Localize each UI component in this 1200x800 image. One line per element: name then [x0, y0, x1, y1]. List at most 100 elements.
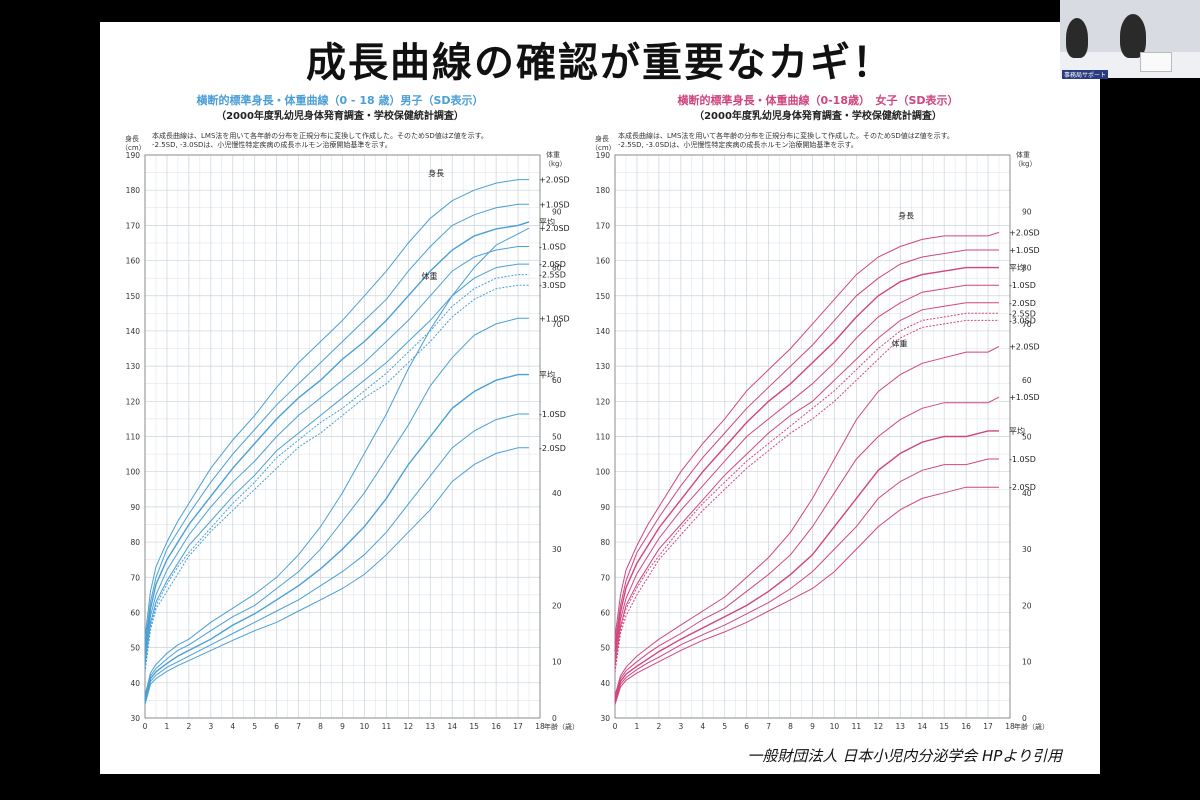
boys-height-tick: 70 [130, 573, 140, 582]
boys-height-tick: 100 [126, 468, 141, 477]
girls-x-tick: 17 [983, 722, 993, 731]
boys-height-line [144, 284, 529, 673]
girls-weight-axis-label: 体重 [1016, 150, 1030, 159]
boys-height-axis-unit: （cm） [121, 144, 146, 152]
boys-height-tick: 180 [126, 186, 141, 195]
girls-x-tick: 14 [917, 722, 927, 731]
boys-height-tick: 130 [126, 362, 141, 371]
girls-weight-tick: 0 [1022, 714, 1027, 723]
girls-height-tick: 190 [596, 151, 611, 160]
girls-weight-series-label: +1.0SD [1009, 393, 1040, 402]
boys-height-line [144, 221, 530, 652]
boys-weight-tick: 50 [552, 433, 562, 442]
girls-height-tick: 160 [596, 257, 611, 266]
boys-height-tick: 60 [130, 608, 140, 617]
boys-weight-curve-label: 体重 [422, 271, 438, 281]
video-inset: 事務局サポート [1060, 0, 1200, 79]
girls-weight-series-label: -1.0SD [1009, 455, 1036, 464]
girls-x-tick: 2 [656, 722, 661, 731]
girls-weight-tick: 60 [1022, 376, 1032, 385]
slide-title: 成長曲線の確認が重要なカギ！ [306, 40, 894, 86]
boys-plot-frame [144, 154, 541, 719]
boys-weight-tick: 40 [552, 489, 562, 498]
boys-weight-tick: 0 [552, 714, 557, 723]
girls-weight-tick: 50 [1022, 433, 1032, 442]
video-caption: 事務局サポート [1062, 70, 1109, 79]
citation: 一般財団法人 日本小児内分泌学会 HPより引用 [747, 747, 1062, 765]
boys-weight-tick: 10 [552, 658, 562, 667]
boys-height-axis-label: 身長 [125, 134, 139, 143]
boys-height-series-label: -1.0SD [539, 242, 566, 251]
girls-x-tick: 11 [852, 722, 862, 731]
girls-height-tick: 80 [600, 538, 610, 547]
boys-x-tick: 9 [340, 722, 345, 731]
girls-x-tick: 5 [722, 722, 727, 731]
girls-height-line [614, 319, 999, 673]
boys-height-tick: 170 [126, 221, 141, 230]
boys-height-line [144, 274, 529, 669]
girls-x-tick: 13 [896, 722, 906, 731]
boys-weight-line [144, 447, 529, 705]
girls-height-tick: 70 [600, 573, 610, 582]
girls-plot-frame [614, 154, 1011, 719]
boys-weight-line [144, 227, 530, 696]
girls-height-tick: 60 [600, 608, 610, 617]
boys-x-tick: 12 [404, 722, 414, 731]
girls-weight-tick: 90 [1022, 207, 1032, 216]
boys-x-tick: 10 [360, 722, 370, 731]
boys-weight-line [144, 413, 529, 703]
boys-weight-line [144, 373, 529, 702]
boys-height-tick: 140 [126, 327, 141, 336]
girls-height-tick: 100 [596, 468, 611, 477]
girls-x-tick: 9 [810, 722, 815, 731]
girls-height-tick: 50 [600, 644, 610, 653]
girls-weight-series-label: -2.0SD [1009, 483, 1036, 492]
boys-chart-subtitle: （2000年度乳幼児身体発育調査・学校保健統計調査） [216, 111, 464, 122]
girls-weight-tick: 70 [1022, 320, 1032, 329]
boys-x-tick: 14 [447, 722, 457, 731]
boys-height-series-label: 平均 [539, 217, 555, 227]
girls-height-series-label: -2.0SD [1009, 299, 1036, 308]
boys-weight-tick: 90 [552, 207, 562, 216]
boys-x-tick: 4 [230, 722, 235, 731]
boys-weight-series-label: +2.0SD [539, 224, 570, 233]
boys-weight-line [144, 317, 529, 699]
boys-height-tick: 50 [130, 644, 140, 653]
girls-height-line [614, 284, 999, 659]
boys-height-series-label: -3.0SD [539, 281, 566, 290]
girls-height-series-label: 平均 [1009, 263, 1025, 273]
girls-note-line-1: 本成長曲線は、LMS法を用いて各年齢の分布を正規分布に変換して作成した。そのため… [618, 132, 954, 140]
girls-height-series-label: +1.0SD [1009, 246, 1040, 255]
girls-chart-title: 横断的標準身長・体重曲線（0-18歳） 女子（SD表示） [677, 94, 959, 107]
girls-height-axis-label: 身長 [595, 134, 609, 143]
girls-x-axis-label: 年齢（歳） [1014, 722, 1049, 731]
boys-height-tick: 190 [126, 151, 141, 160]
boys-height-tick: 40 [130, 679, 140, 688]
girls-height-tick: 150 [596, 292, 611, 301]
girls-height-line [614, 302, 999, 666]
girls-height-line [614, 266, 999, 652]
boys-x-tick: 6 [274, 722, 279, 731]
boys-x-tick: 15 [469, 722, 479, 731]
girls-height-tick: 40 [600, 679, 610, 688]
girls-x-tick: 6 [744, 722, 749, 731]
boys-height-series-label: +2.0SD [539, 176, 570, 185]
boys-height-line [144, 246, 529, 659]
girls-x-tick: 3 [678, 722, 683, 731]
boys-weight-tick: 70 [552, 320, 562, 329]
girls-weight-tick: 30 [1022, 545, 1032, 554]
boys-note-line-1: 本成長曲線は、LMS法を用いて各年齢の分布を正規分布に変換して作成した。そのため… [152, 132, 488, 140]
slide: 成長曲線の確認が重要なカギ！ 横断的標準身長・体重曲線（0 - 18 歳）男子（… [100, 22, 1100, 774]
girls-weight-curve-label: 体重 [892, 338, 908, 348]
boys-x-axis-label: 年齢（歳） [544, 722, 579, 731]
boys-weight-tick: 80 [552, 264, 562, 273]
girls-x-tick: 16 [961, 722, 971, 731]
boys-growth-chart: 0 1 2 3 4 5 6 7 8 9 10 11 12 13 14 15 16 17 18 年齢（歳）3040506… [121, 134, 579, 731]
girls-height-series-label: -3.0SD [1009, 316, 1036, 325]
girls-weight-line [614, 345, 1000, 696]
girls-height-curve-label: 身長 [898, 210, 914, 220]
boys-chart-note: 本成長曲線は、LMS法を用いて各年齢の分布を正規分布に変換して作成した。そのため… [152, 132, 572, 150]
video-person-center [1120, 14, 1146, 58]
boys-height-line [144, 179, 529, 638]
girls-height-line [614, 231, 1000, 638]
